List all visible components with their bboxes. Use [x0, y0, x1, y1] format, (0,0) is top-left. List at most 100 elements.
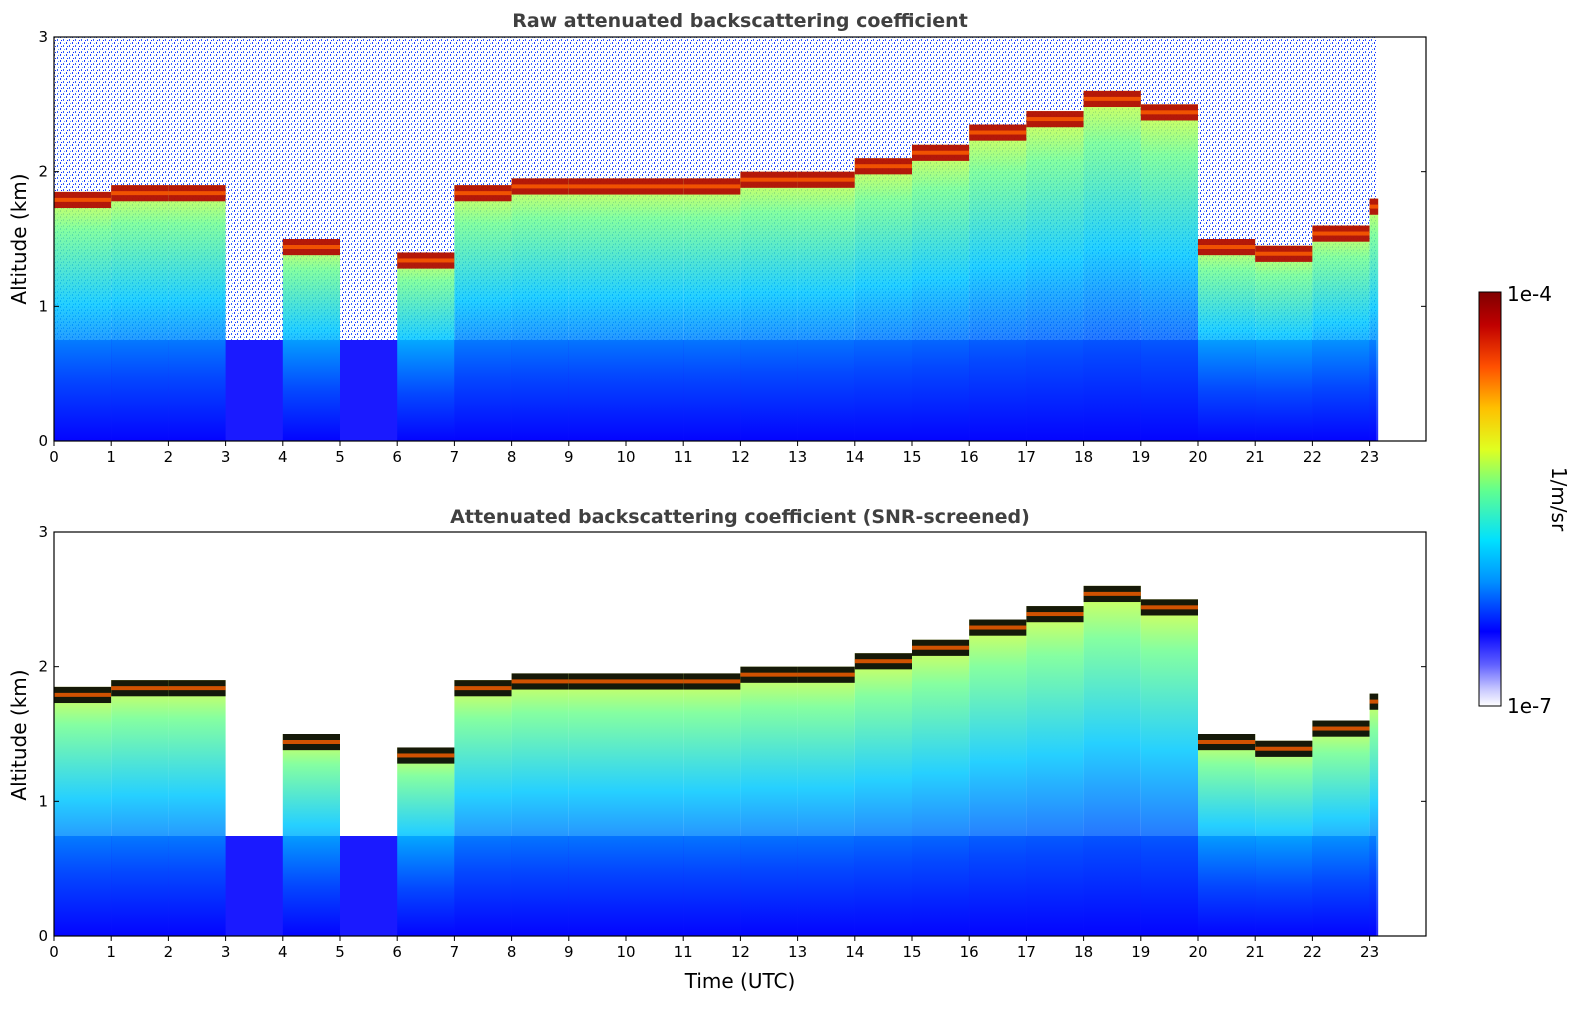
x-tick-label: 19	[1131, 448, 1150, 466]
x-tick-label: 2	[164, 448, 174, 466]
x-tick-label: 19	[1131, 943, 1150, 961]
y-axis-label: Altitude (km)	[7, 669, 31, 800]
cloud-layer-edge	[854, 164, 912, 169]
cloud-layer-edge	[969, 130, 1027, 135]
cloud-layer-edge	[397, 258, 455, 263]
x-tick-label: 10	[616, 448, 635, 466]
profile-column	[568, 178, 626, 441]
y-tick-label: 3	[38, 28, 48, 46]
profile-column	[111, 680, 169, 936]
cloud-layer-edge	[1083, 96, 1141, 101]
profile-column	[797, 171, 855, 441]
cloud-layer-edge	[912, 645, 970, 650]
cloud-layer-edge	[111, 191, 169, 196]
cloud-layer-edge	[626, 184, 684, 189]
cloud-layer-edge	[111, 686, 169, 691]
y-tick-label: 3	[38, 523, 48, 541]
x-tick-label: 23	[1360, 943, 1379, 961]
cloud-layer-edge	[1255, 746, 1313, 751]
profile-column	[1026, 111, 1084, 442]
cloud-layer-edge	[454, 686, 512, 691]
cloud-layer-edge	[568, 184, 626, 189]
x-tick-label: 13	[788, 448, 807, 466]
x-tick-label: 12	[731, 448, 750, 466]
x-tick-label: 5	[335, 943, 345, 961]
profile-column	[1369, 198, 1379, 441]
cloud-layer-edge	[1083, 591, 1141, 596]
cloud-layer-edge	[168, 686, 226, 691]
y-tick-label: 0	[38, 432, 48, 450]
profile-column	[1369, 693, 1379, 936]
x-tick-label: 14	[845, 943, 864, 961]
cloud-layer-edge	[740, 177, 798, 182]
x-tick-label: 18	[1074, 943, 1093, 961]
x-tick-label: 3	[221, 448, 231, 466]
x-tick-label: 3	[221, 943, 231, 961]
cloud-layer-edge	[626, 679, 684, 684]
cloud-layer-edge	[1369, 699, 1379, 704]
x-tick-label: 11	[674, 943, 693, 961]
x-tick-label: 20	[1188, 943, 1207, 961]
profile-column	[683, 178, 741, 441]
x-tick-label: 7	[450, 943, 460, 961]
profile-column	[168, 680, 226, 936]
x-tick-label: 10	[616, 943, 635, 961]
profile-column	[1312, 225, 1370, 441]
raw-backscatter-panel: Raw attenuated backscattering coefficien…	[7, 10, 1427, 466]
cloud-layer-edge	[54, 692, 112, 697]
x-tick-label: 14	[845, 448, 864, 466]
x-axis-label: Time (UTC)	[684, 969, 796, 993]
colorbar-gradient	[1478, 291, 1502, 707]
profile-column	[1026, 606, 1084, 936]
x-tick-label: 9	[564, 448, 574, 466]
profile-column	[282, 239, 340, 441]
profile-column	[683, 673, 741, 936]
cloud-layer-edge	[282, 740, 340, 744]
cloud-layer-edge	[683, 184, 741, 189]
cloud-layer-edge	[969, 625, 1027, 630]
profile-column	[282, 734, 340, 936]
x-tick-label: 9	[564, 943, 574, 961]
profile-column	[1083, 90, 1141, 441]
cloud-layer-edge	[912, 150, 970, 155]
profile-column	[797, 666, 855, 936]
colorbar-unit-label: 1/m/sr	[1547, 467, 1571, 532]
profile-column	[969, 619, 1027, 936]
x-tick-label: 21	[1246, 943, 1265, 961]
x-tick-label: 17	[1017, 448, 1036, 466]
x-tick-label: 1	[106, 943, 116, 961]
profile-column	[969, 124, 1027, 442]
cloud-layer-edge	[1198, 740, 1256, 744]
cloud-layer-edge	[454, 191, 512, 196]
cloud-layer-edge	[1255, 251, 1313, 256]
profile-column	[854, 653, 912, 936]
cloud-layer-edge	[397, 753, 455, 758]
y-tick-label: 2	[38, 163, 48, 181]
profile-column	[854, 158, 912, 441]
cloud-layer-edge	[1369, 204, 1379, 209]
y-tick-label: 0	[38, 927, 48, 945]
x-tick-label: 0	[49, 943, 59, 961]
profile-column	[168, 185, 226, 441]
colorbar-min-label: 1e-7	[1507, 694, 1552, 718]
x-tick-label: 11	[674, 448, 693, 466]
profile-column	[511, 178, 569, 441]
x-tick-label: 12	[731, 943, 750, 961]
cloud-layer-edge	[1312, 726, 1370, 731]
profile-column	[397, 747, 455, 936]
profile-column	[454, 680, 512, 936]
cloud-layer-edge	[282, 245, 340, 249]
cloud-layer-edge	[168, 191, 226, 196]
cloud-layer-edge	[54, 197, 112, 202]
x-tick-label: 13	[788, 943, 807, 961]
cloud-layer-edge	[797, 177, 855, 182]
profile-column	[54, 686, 112, 936]
profile-column	[511, 673, 569, 936]
x-tick-label: 8	[507, 448, 517, 466]
snr-screened-panel: Attenuated backscattering coefficient (S…	[7, 506, 1427, 993]
x-tick-label: 22	[1303, 943, 1322, 961]
y-tick-label: 2	[38, 658, 48, 676]
profile-column	[1255, 740, 1313, 936]
x-tick-label: 20	[1188, 448, 1207, 466]
